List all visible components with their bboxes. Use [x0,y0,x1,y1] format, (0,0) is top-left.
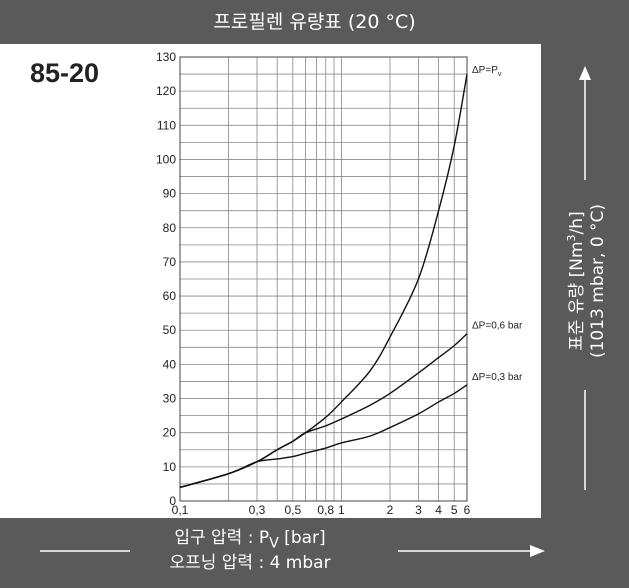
y-tick-label: 70 [163,255,177,269]
plot-frame [179,56,468,502]
series-line-dp-03 [179,384,468,489]
footer-band [0,518,629,588]
series-line-dp-pv [179,73,468,489]
y-tick-label: 20 [163,426,177,440]
series-label-subscript: v [498,71,502,78]
x-tick-label: 0,5 [284,503,301,517]
y-tick-label: 10 [163,460,177,474]
x-tick-label: 5 [451,503,458,517]
x-tick-label: 4 [435,503,442,517]
x-arrow-head [530,545,545,557]
header-band [0,0,629,44]
series-label-dp-03: ΔP=0,3 bar [472,372,523,383]
x-tick-label: 6 [464,503,471,517]
y-tick-label: 0 [169,494,176,508]
y-tick-label: 40 [163,357,177,371]
y-tick-label: 100 [156,152,176,166]
x-axis-label-line1: 입구 압력 : PV [bar] [174,528,326,552]
y-tick-label: 30 [163,392,177,406]
x-axis-label-line2: 오프닝 압력 : 4 mbar [169,553,331,574]
y-tick-label: 80 [163,221,177,235]
x-tick-label: 0,8 [317,503,334,517]
y-tick-label: 120 [156,84,176,98]
y-arrow-head [579,66,591,80]
y-tick-label: 110 [157,118,176,132]
y-tick-label: 50 [163,323,177,337]
series-label-dp-06: ΔP=0,6 bar [472,321,523,332]
x-tick-label: 0,3 [249,503,266,517]
x-tick-label: 2 [387,503,394,517]
x-axis-label: 입구 압력 : PV [bar] 오프닝 압력 : 4 mbar [130,528,370,573]
x-tick-label: 3 [415,503,422,517]
model-label: 85-20 [30,58,100,88]
chart-title: 프로필렌 유량표 (20 °C) [213,11,416,33]
y-tick-label: 90 [163,187,177,201]
x-tick-label: 0,1 [172,503,189,517]
x-tick-label: 1 [338,503,345,517]
y-tick-label: 60 [163,289,177,303]
y-tick-label: 130 [156,50,176,64]
series-label-dp-pv: ΔP=Pv [472,65,502,78]
